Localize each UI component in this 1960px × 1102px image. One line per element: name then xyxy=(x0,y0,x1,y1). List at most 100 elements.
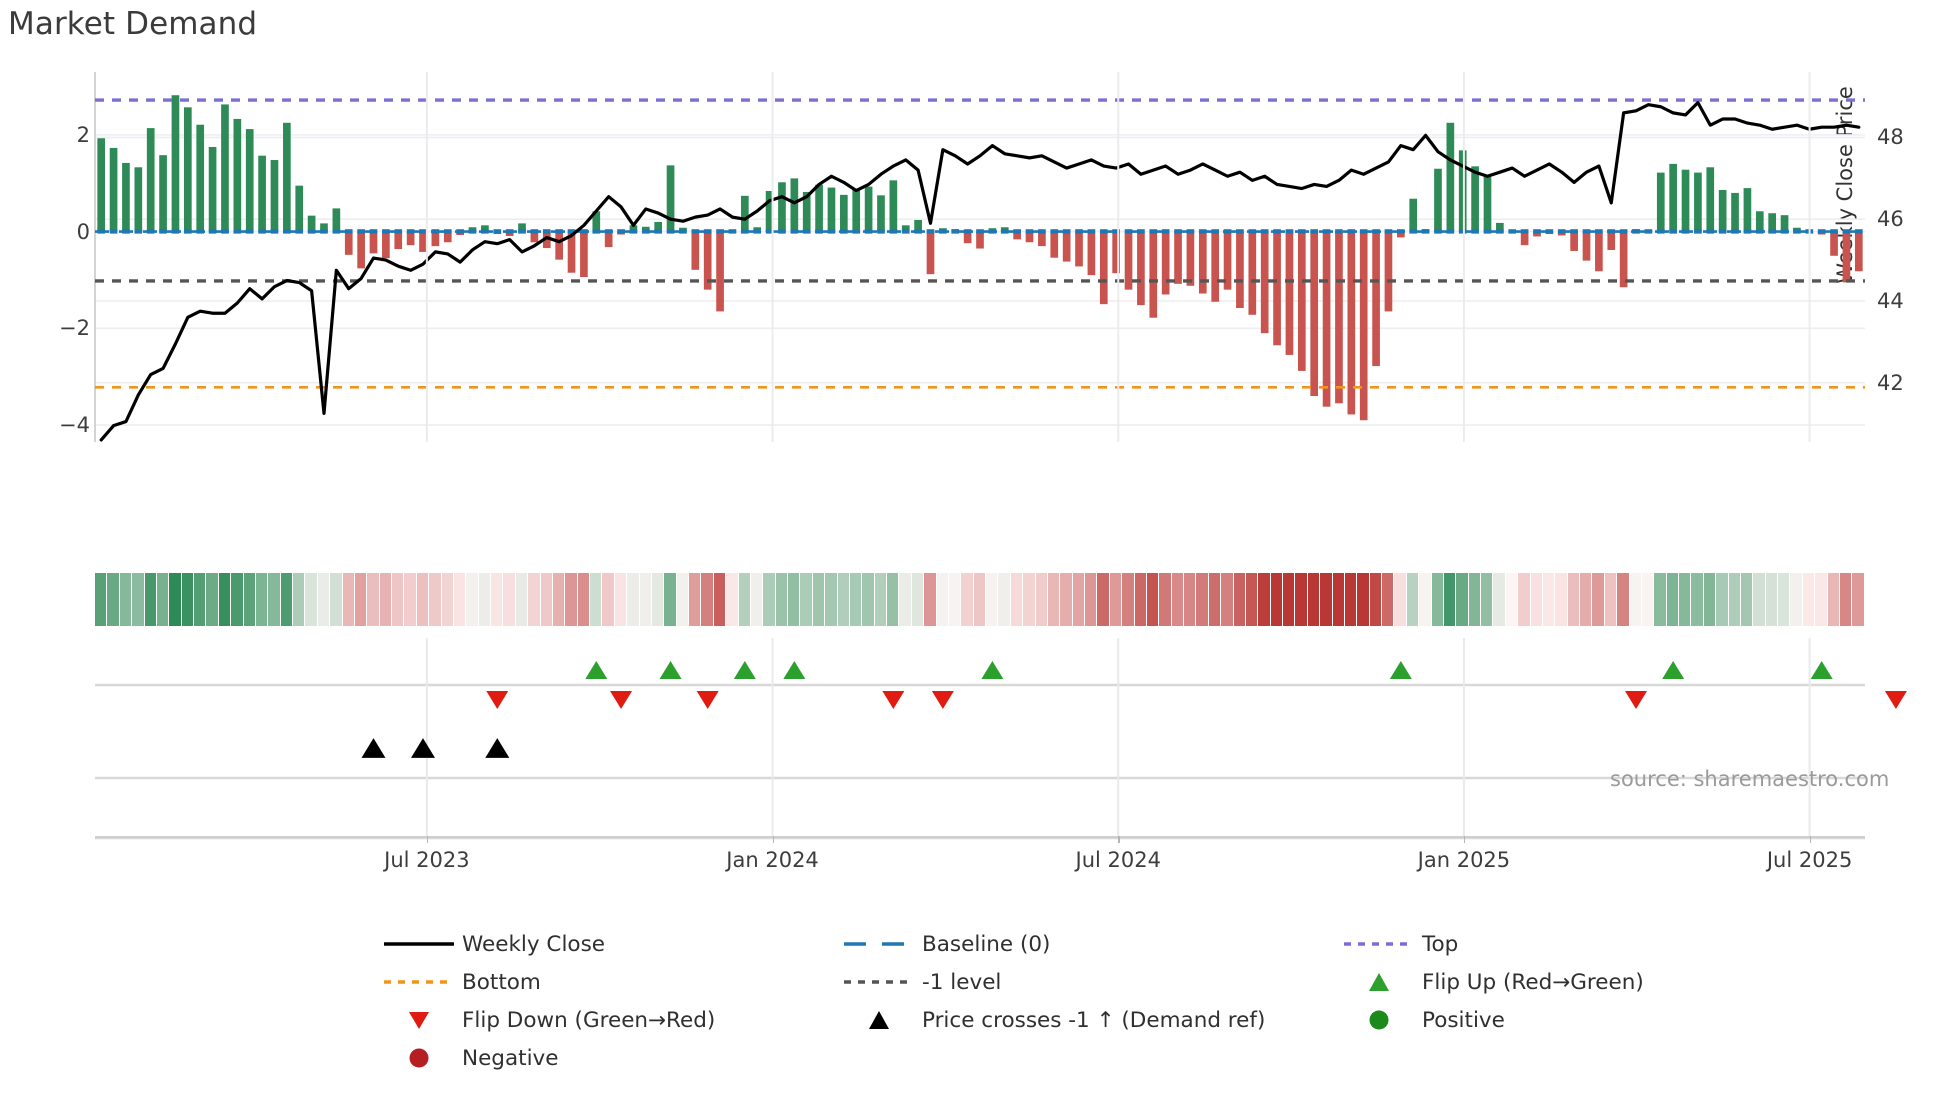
baseline-cap xyxy=(394,229,403,234)
legend-item[interactable]: Price crosses -1 ↑ (Demand ref) xyxy=(840,1001,1340,1039)
baseline-cap xyxy=(542,229,551,234)
heat-cell xyxy=(367,573,380,626)
demand-bar xyxy=(1236,231,1244,309)
baseline-cap xyxy=(1050,229,1059,234)
heat-cell xyxy=(1258,573,1271,626)
heat-cell xyxy=(627,573,640,626)
heat-cell xyxy=(416,573,430,626)
baseline-cap xyxy=(951,229,960,234)
demand-bar xyxy=(1669,163,1677,232)
baseline-cap xyxy=(1409,229,1418,234)
legend-item[interactable]: Negative xyxy=(380,1039,840,1077)
heat-cell xyxy=(1617,573,1630,626)
heat-cell xyxy=(973,573,986,626)
chart-legend: Weekly Close Baseline (0) Top Bottom -1 leve… xyxy=(380,925,1710,1085)
demand-bar xyxy=(604,231,613,248)
demand-bar xyxy=(1347,231,1356,415)
heat-cell xyxy=(503,573,516,626)
demand-bar xyxy=(518,223,526,232)
heat-cell xyxy=(1505,573,1519,626)
demand-bar xyxy=(1854,231,1863,272)
demand-bar xyxy=(1780,215,1789,232)
demand-bar xyxy=(481,225,489,232)
heat-cell xyxy=(156,573,170,626)
heat-cell xyxy=(1703,573,1717,626)
heat-cell xyxy=(590,573,603,626)
legend-glyph-circle xyxy=(1340,1007,1418,1033)
heat-cell xyxy=(1468,573,1481,626)
heat-cell xyxy=(788,573,801,626)
heat-cell xyxy=(1456,573,1469,626)
heat-cell xyxy=(1815,573,1828,626)
demand-bar xyxy=(592,211,601,232)
baseline-cap xyxy=(109,229,118,234)
baseline-cap xyxy=(1842,229,1851,234)
demand-bar xyxy=(790,178,799,232)
heat-cell xyxy=(924,573,937,626)
demand-bar xyxy=(555,231,563,260)
demand-bar xyxy=(1211,231,1220,302)
y-tick-right: 46 xyxy=(1877,207,1904,232)
heat-cell xyxy=(639,573,652,626)
legend-item[interactable]: Flip Down (Green→Red) xyxy=(380,1001,840,1039)
weekly-close-line xyxy=(99,101,1861,442)
heat-cell xyxy=(330,573,343,626)
baseline-cap xyxy=(1236,229,1244,234)
legend-item[interactable]: Bottom xyxy=(380,963,840,1001)
heat-cell xyxy=(1827,573,1840,626)
legend-item[interactable]: Flip Up (Red→Green) xyxy=(1340,963,1710,1001)
flip-up-marker xyxy=(1662,660,1685,680)
legend-item[interactable]: Top xyxy=(1340,925,1710,963)
baseline-cap xyxy=(1161,229,1170,234)
demand-bar xyxy=(1038,231,1046,247)
heat-cell xyxy=(874,573,887,626)
demand-bar xyxy=(666,165,675,232)
legend-label: Baseline (0) xyxy=(922,931,1051,957)
heat-cell xyxy=(194,573,207,626)
demand-bar xyxy=(1050,231,1059,258)
heat-cell xyxy=(1233,573,1246,626)
legend-item[interactable]: Baseline (0) xyxy=(840,925,1340,963)
baseline-cap xyxy=(1570,229,1578,234)
demand-bar xyxy=(183,107,192,232)
signal-marker-panel xyxy=(95,638,1907,840)
flip-down-marker xyxy=(486,690,509,710)
x-tick-label: Jul 2025 xyxy=(1766,848,1853,872)
demand-bar xyxy=(1013,231,1021,240)
heat-cell xyxy=(268,573,281,626)
demand-bar xyxy=(369,231,378,254)
demand-bar xyxy=(245,129,254,232)
demand-bar xyxy=(901,225,910,232)
heat-cell xyxy=(1382,573,1395,626)
legend-item[interactable]: Weekly Close xyxy=(380,925,840,963)
legend-item[interactable]: Positive xyxy=(1340,1001,1710,1039)
demand-bar xyxy=(443,231,452,243)
heat-cell xyxy=(1320,573,1333,626)
heat-cell xyxy=(243,573,256,626)
heat-cell xyxy=(986,573,999,626)
demand-bar xyxy=(171,95,180,232)
baseline-cap xyxy=(283,229,291,234)
baseline-cap xyxy=(1335,229,1343,234)
heat-cell xyxy=(181,573,194,626)
y-tick-left: −4 xyxy=(59,413,90,438)
demand-bar xyxy=(976,231,984,249)
heat-cell xyxy=(206,573,219,626)
demand-bar xyxy=(1285,231,1294,355)
x-axis: Jul 2023 Jan 2024 Jul 2024 Jan 2025 Jul 2025 xyxy=(95,836,1865,882)
flip-up-marker xyxy=(981,660,1004,680)
flip-up-marker xyxy=(659,660,682,680)
heat-cell xyxy=(689,573,702,626)
heat-cell xyxy=(404,573,417,626)
demand-bar xyxy=(926,231,935,275)
demand-bar xyxy=(1619,231,1628,288)
demand-bar xyxy=(1099,231,1108,305)
demand-bar xyxy=(1656,172,1665,232)
legend-item[interactable]: -1 level xyxy=(840,963,1340,1001)
main-plot-svg xyxy=(94,72,1865,442)
y-tick-right: 48 xyxy=(1877,125,1904,150)
demand-bar xyxy=(109,147,118,232)
baseline-cap xyxy=(1743,229,1752,234)
demand-bar xyxy=(1322,231,1331,407)
demand-bar xyxy=(802,191,811,232)
